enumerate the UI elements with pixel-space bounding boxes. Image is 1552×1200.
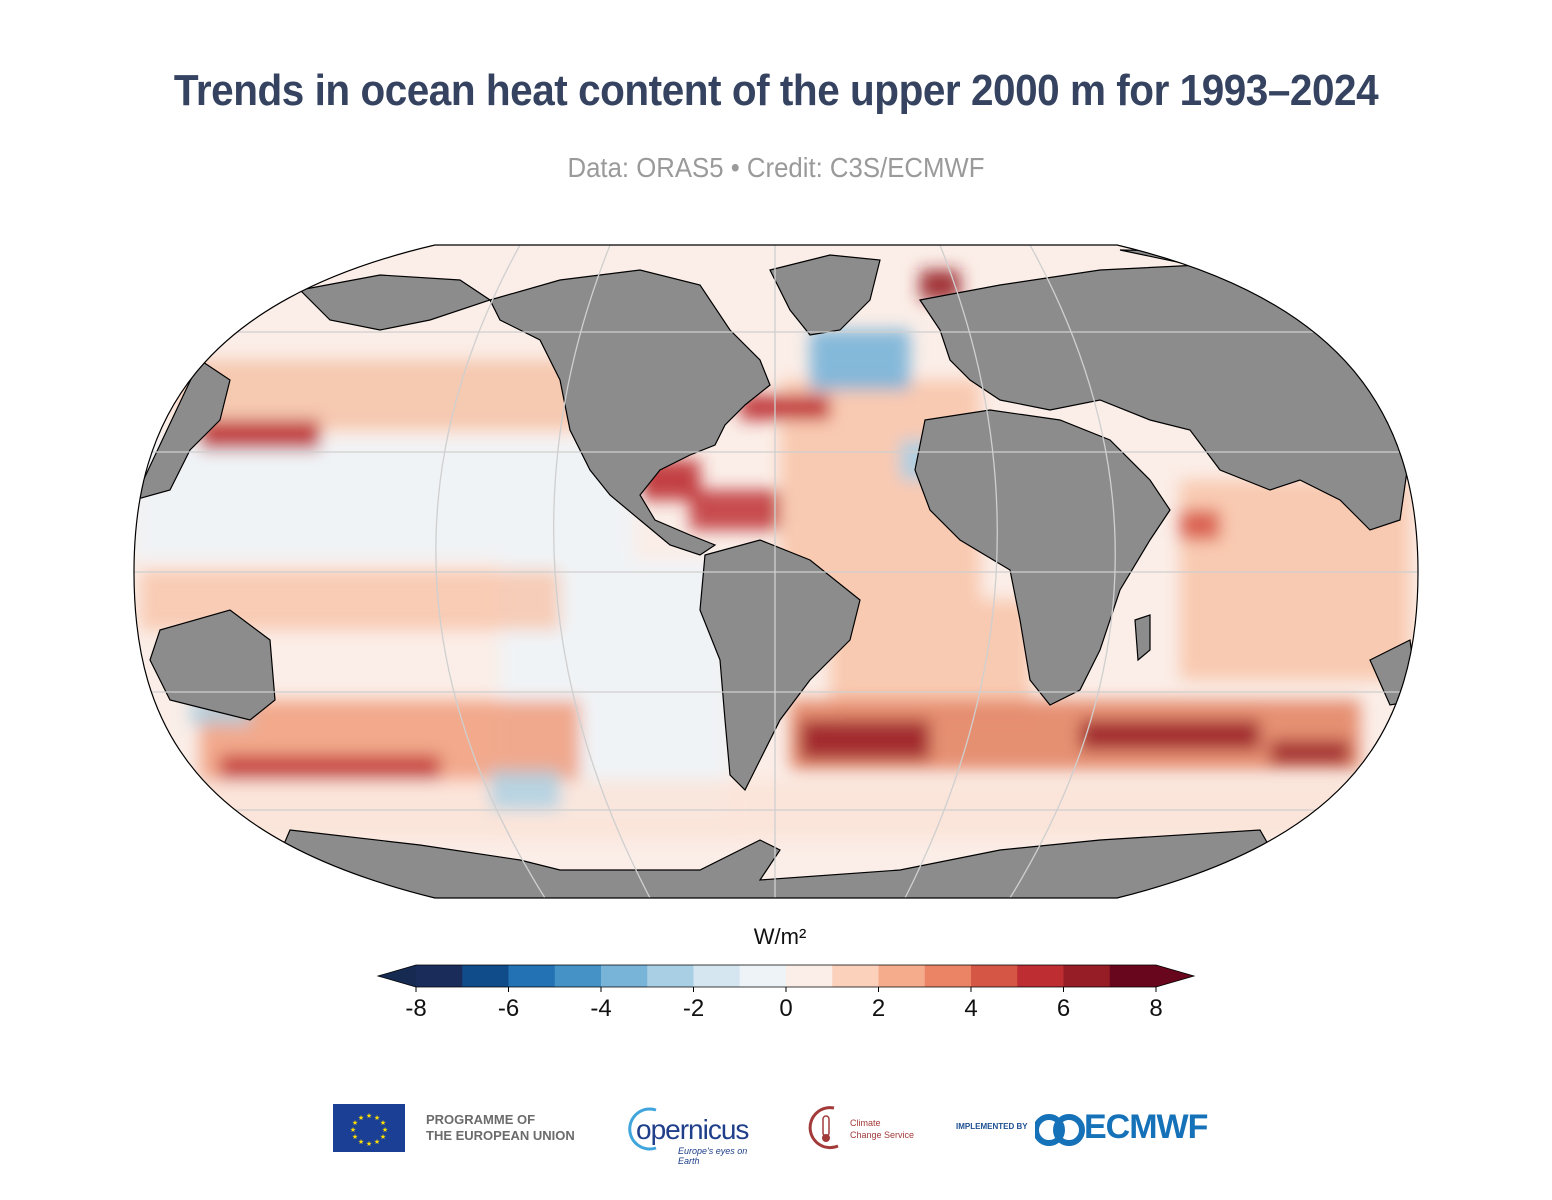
colorbar-swatch [832,965,879,987]
thermometer-icon [808,1106,839,1150]
landmass-alaska [298,274,492,331]
eu-programme-text: PROGRAMME OF THE EUROPEAN UNION [426,1112,575,1143]
colorbar-tick-label: -8 [405,995,427,1022]
svg-text:★: ★ [352,1133,358,1141]
svg-text:★: ★ [366,1140,372,1148]
svg-text:★: ★ [350,1126,356,1134]
colorbar-swatch [924,965,972,987]
page-subtitle: Data: ORAS5 • Credit: C3S/ECMWF [567,152,985,183]
colorbar-swatch [601,965,648,987]
colorbar-swatch [647,965,694,987]
landmass-greenland [769,254,881,336]
logo-bar: ★ ★ ★ ★ ★ ★ ★ ★ ★ ★ ★ ★ PROGRAMME OF THE EUROPEA… [330,1100,1230,1166]
colorbar-tick-label: 6 [1056,995,1071,1022]
svg-text:★: ★ [374,1114,380,1122]
landmass-north-america [489,269,771,556]
colorbar-swatch [554,965,602,987]
colorbar [376,964,1196,992]
svg-text:★: ★ [374,1138,380,1146]
copernicus-logo: opernicus Europe's eyes on Earth [626,1102,766,1166]
colorbar-extend-over [1156,965,1194,987]
c3s-logo: Climate Change Service [804,1102,934,1157]
colorbar-swatch [416,965,463,987]
colorbar-tick-label: -2 [682,995,705,1022]
implemented-by-text: IMPLEMENTED BY [956,1122,1028,1131]
colorbar-tick-label: 0 [779,995,793,1022]
colorbar-tick-label: -4 [590,995,612,1022]
svg-text:★: ★ [358,1114,364,1122]
eu-flag-icon: ★ ★ ★ ★ ★ ★ ★ ★ ★ ★ ★ ★ [333,1104,405,1152]
ecmwf-mark-icon [1035,1114,1085,1146]
colorbar-swatch [971,965,1018,987]
map-globe [134,245,1418,898]
landmass-africa [914,409,1171,706]
landmass-south-america [699,539,861,792]
colorbar-swatch [878,965,926,987]
colorbar-swatch [1109,965,1157,987]
colorbar-extend-under [378,965,416,987]
svg-text:★: ★ [380,1119,386,1127]
svg-text:★: ★ [366,1112,372,1120]
colorbar-tick-label: 8 [1149,995,1163,1022]
colorbar-tick-label: 4 [964,995,978,1022]
colorbar-swatch [739,965,787,987]
svg-text:★: ★ [352,1119,358,1127]
svg-text:★: ★ [358,1138,364,1146]
colorbar-swatch [508,965,556,987]
colorbar-tick-label: 2 [871,995,886,1022]
map-outline [133,244,1419,899]
ecmwf-logo-text: ECMWF [1084,1108,1208,1146]
colorbar-swatch [1063,965,1111,987]
colorbar-tick-label: -6 [497,995,520,1022]
colorbar-swatch [693,965,741,987]
svg-text:★: ★ [382,1126,388,1134]
colorbar-swatch [1017,965,1064,987]
land [134,249,1418,898]
colorbar-swatch [462,965,509,987]
colorbar-unit-label: W/m² [753,924,807,949]
svg-text:★: ★ [380,1133,386,1141]
graticule [134,245,1418,898]
page-title: Trends in ocean heat content of the uppe… [173,66,1379,115]
landmass-madagascar [1134,614,1151,662]
colorbar-swatch [786,965,833,987]
copernicus-arc-icon [628,1107,657,1151]
